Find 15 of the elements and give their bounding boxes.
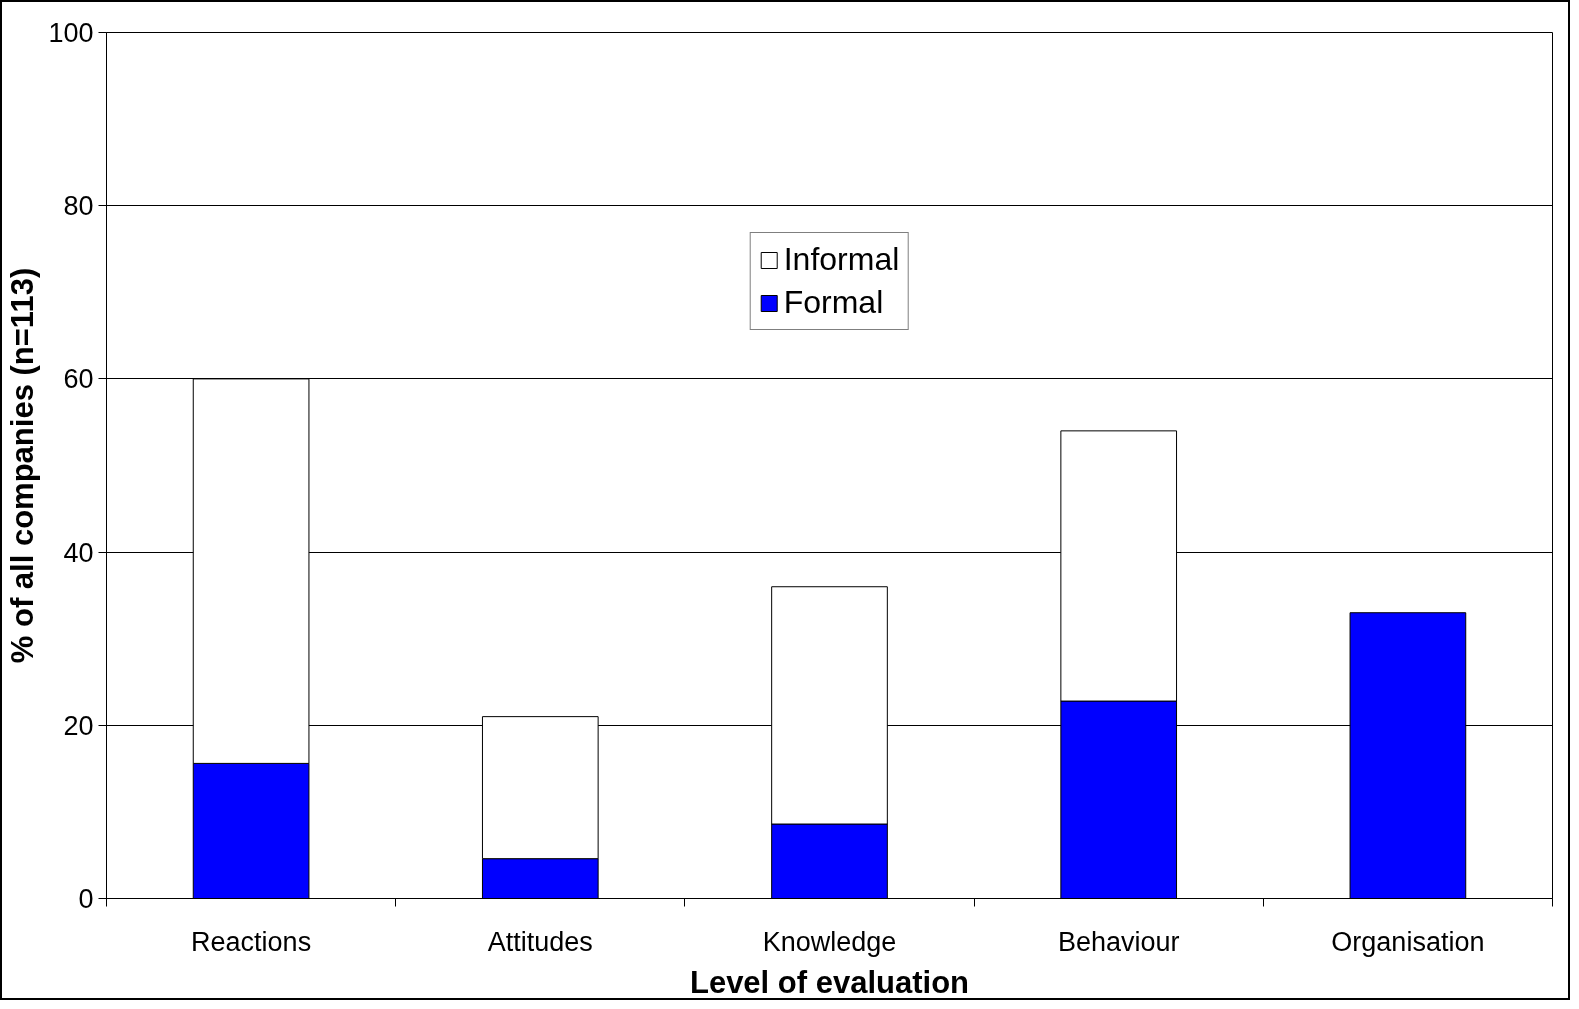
legend-label: Informal bbox=[783, 241, 900, 278]
x-tick-label: Reactions bbox=[191, 926, 312, 957]
x-tick-label: Attitudes bbox=[487, 926, 593, 957]
x-tick-label: Organisation bbox=[1331, 926, 1485, 957]
y-tick-label: 20 bbox=[63, 710, 94, 741]
y-axis-title: % of all companies (n=113) bbox=[5, 267, 41, 664]
y-tick-label: 80 bbox=[63, 191, 94, 222]
y-tick-label: 40 bbox=[63, 537, 94, 568]
y-tick-label: 100 bbox=[48, 18, 94, 48]
y-tick-label: 60 bbox=[63, 364, 94, 395]
x-tick-label: Knowledge bbox=[762, 926, 897, 957]
x-axis-title: Level of evaluation bbox=[689, 964, 970, 1000]
y-tick-label: 0 bbox=[78, 884, 94, 914]
legend-label: Formal bbox=[783, 284, 884, 321]
x-tick-label: Behaviour bbox=[1057, 926, 1180, 957]
